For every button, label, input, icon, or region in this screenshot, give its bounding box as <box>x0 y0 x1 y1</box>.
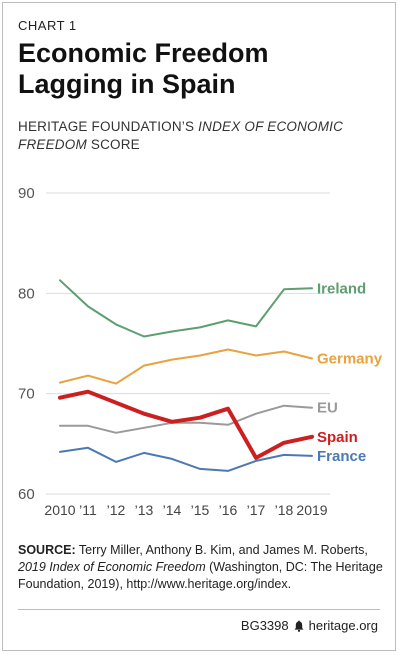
title-line-1: Economic Freedom <box>18 38 269 68</box>
series-line-ireland <box>59 279 313 338</box>
series-label-ireland: Ireland <box>317 280 366 297</box>
series-label-france: France <box>317 448 366 465</box>
y-tick-label-90: 90 <box>18 185 35 202</box>
series-line-spain <box>58 389 314 460</box>
series-line-eu <box>59 404 313 434</box>
chart-subtitle: HERITAGE FOUNDATION’S INDEX OF ECONOMIC … <box>18 118 378 154</box>
subtitle-text-1: HERITAGE FOUNDATION’S <box>18 119 195 134</box>
series-line-france <box>59 446 313 472</box>
x-tick-label-2016: ’16 <box>219 502 238 518</box>
chart-frame <box>2 2 396 651</box>
chart-title: Economic Freedom Lagging in Spain <box>18 38 378 100</box>
x-tick-label-2018: ’18 <box>275 502 294 518</box>
subtitle-italic: INDEX OF ECONOMIC FREEDOM <box>18 119 344 152</box>
chart-number-label: CHART 1 <box>18 18 77 33</box>
x-tick-label-2010: 2010 <box>44 502 75 518</box>
line-chart: 60 70 80 90 2010’11 ’12 ’13 ’14 ’15 ’16 ’17 ’18 2019… <box>18 185 383 518</box>
x-tick-label-2019: 2019 <box>296 502 327 518</box>
report-code: BG3398 <box>240 618 289 633</box>
y-tick-label-80: 80 <box>18 285 35 302</box>
x-tick-label-2011: ’11 <box>79 502 97 518</box>
footer-divider <box>18 609 380 610</box>
source-label: SOURCE: <box>18 543 76 557</box>
subtitle-text-2: SCORE <box>90 137 140 152</box>
source-details: (Washington, DC: The Heritage Foundation… <box>18 560 383 591</box>
series-label-spain: Spain <box>317 429 358 446</box>
source-book-title: 2019 Index of Economic Freedom <box>18 560 206 574</box>
x-tick-label-2014: ’14 <box>163 502 182 518</box>
footer: BG3398 heritage.org <box>241 618 378 633</box>
x-tick-label-2017: ’17 <box>247 502 266 518</box>
series-label-eu: EU <box>317 400 338 417</box>
liberty-bell-icon <box>294 620 304 632</box>
x-tick-label-2015: ’15 <box>191 502 210 518</box>
source-authors: Terry Miller, Anthony B. Kim, and James … <box>78 543 368 557</box>
y-tick-label-70: 70 <box>18 386 35 403</box>
x-tick-label-2013: ’13 <box>135 502 154 518</box>
title-line-2: Lagging in Spain <box>18 69 236 99</box>
source-note: SOURCE: Terry Miller, Anthony B. Kim, an… <box>18 542 383 593</box>
y-tick-label-60: 60 <box>18 486 35 503</box>
x-tick-label-2012: ’12 <box>107 502 126 518</box>
website: heritage.org <box>308 618 378 633</box>
series-label-germany: Germany <box>317 351 383 368</box>
series-line-germany <box>59 348 313 385</box>
